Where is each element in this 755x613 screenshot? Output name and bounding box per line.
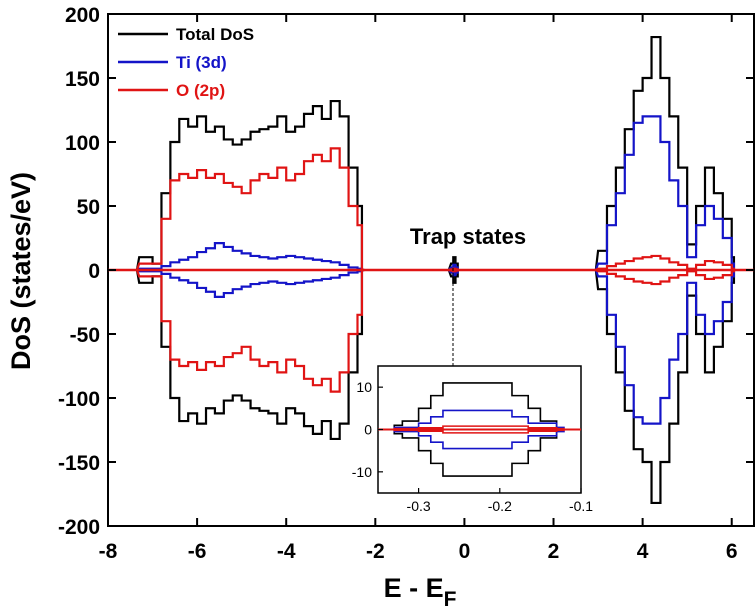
legend-label-0: Total DoS: [176, 25, 254, 44]
legend-label-1: Ti (3d): [176, 53, 227, 72]
main-series-group: [108, 35, 754, 505]
inset-y-tick-label: -10: [352, 464, 372, 480]
y-tick-label: -100: [58, 388, 100, 411]
y-tick-label: 150: [65, 68, 100, 91]
inset-series-line-1-up: [378, 409, 565, 431]
inset-x-tick-label: -0.2: [488, 498, 512, 514]
inset-y-tick-label: 10: [356, 379, 372, 395]
y-axis-title: DoS (states/eV): [6, 172, 36, 370]
x-tick-label: -8: [99, 540, 118, 563]
legend: Total DoS Ti (3d) O (2p): [118, 25, 254, 100]
series-line-2-up: [135, 147, 736, 272]
inset-y-tick-label: 0: [364, 422, 372, 438]
inset-ticks-group: -0.3 -0.2 -0.1 10 0 -10: [352, 379, 594, 514]
y-tick-label: -50: [70, 324, 100, 347]
y-tick-label: -150: [58, 452, 100, 475]
x-tick-label: -4: [277, 540, 296, 563]
x-tick-label: -6: [188, 540, 207, 563]
y-tick-label: 200: [65, 4, 100, 27]
inset-series-group: [378, 382, 581, 477]
series-line-0-up: [135, 35, 736, 272]
inset-plot: -0.3 -0.2 -0.1 10 0 -10: [352, 365, 594, 514]
y-tick-label: 0: [88, 260, 100, 283]
trap-states-label: Trap states: [410, 224, 526, 249]
y-tick-label: -200: [58, 516, 100, 539]
series-line-0-down: [135, 268, 736, 505]
inset-x-tick-label: -0.3: [407, 498, 431, 514]
x-tick-label: 0: [459, 540, 471, 563]
inset-series-line-0-up: [378, 382, 565, 431]
x-axis-title-main: E - E: [384, 573, 444, 603]
series-line-1-up: [136, 115, 736, 272]
inset-x-tick-label: -0.1: [569, 498, 593, 514]
y-tick-label: 50: [77, 196, 100, 219]
x-axis-title-subscript: F: [444, 588, 457, 611]
legend-label-2: O (2p): [176, 81, 225, 100]
y-tick-label: 100: [65, 132, 100, 155]
x-tick-label: 4: [637, 540, 649, 563]
x-axis-title: E - EF: [384, 573, 457, 611]
x-tick-label: 6: [726, 540, 738, 563]
inset-series-line-0-down: [378, 428, 565, 477]
series-line-1-down: [136, 268, 736, 425]
inset-series-line-1-down: [378, 428, 565, 450]
x-tick-label: 2: [548, 540, 560, 563]
x-tick-label: -2: [366, 540, 385, 563]
